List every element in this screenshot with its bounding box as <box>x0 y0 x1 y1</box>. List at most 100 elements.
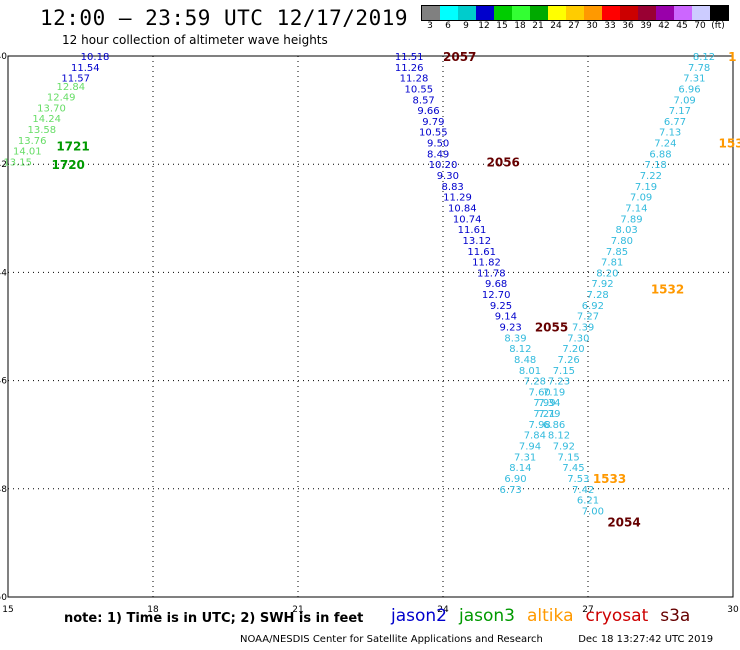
wave-height-reading: 8.12 <box>509 344 531 355</box>
wave-height-reading: 7.18 <box>645 160 667 171</box>
lon-tick-label: 24 <box>437 605 449 615</box>
wave-height-reading: 14.24 <box>32 114 61 125</box>
wave-height-reading: 6.88 <box>649 149 671 160</box>
wave-height-reading: 11.29 <box>443 193 472 204</box>
wave-height-reading: 7.85 <box>606 247 628 258</box>
footer-credit: NOAA/NESDIS Center for Satellite Applica… <box>240 634 543 645</box>
wave-height-reading: 12.84 <box>57 82 86 93</box>
scale-swatch <box>692 6 710 20</box>
wave-height-reading: 7.98 <box>529 420 551 431</box>
wave-height-reading: 8.20 <box>596 268 618 279</box>
wave-height-reading: 13.70 <box>37 103 66 114</box>
wave-height-reading: 7.13 <box>659 128 681 139</box>
wave-height-reading: 7.81 <box>601 258 623 269</box>
wave-height-reading: 7.80 <box>611 236 633 247</box>
wave-height-reading: 7.79 <box>538 409 560 420</box>
wave-height-reading: 7.89 <box>620 214 642 225</box>
wave-height-reading: 9.68 <box>485 279 507 290</box>
wave-height-reading: 7.84 <box>524 431 546 442</box>
wave-height-reading: 8.48 <box>514 355 536 366</box>
pass-number-label: 2054 <box>607 515 640 529</box>
scale-label: 24 <box>550 21 562 31</box>
wave-height-reading: 8.39 <box>504 333 526 344</box>
wave-height-reading: 7.28 <box>587 290 609 301</box>
lat-tick-label: -44 <box>0 268 7 278</box>
pass-number-label: 1533 <box>593 472 626 486</box>
wave-height-reading: 10.20 <box>429 160 458 171</box>
scale-swatch <box>530 6 548 20</box>
wave-height-reading: 11.61 <box>467 247 496 258</box>
lat-tick-label: -46 <box>0 377 7 387</box>
wave-height-reading: 7.24 <box>654 139 676 150</box>
scale-swatch <box>422 6 440 20</box>
wave-height-reading: 10.55 <box>405 84 434 95</box>
scale-swatch <box>656 6 674 20</box>
wave-height-reading: 12.49 <box>47 93 76 104</box>
pass-number-label: 1721 <box>56 139 89 153</box>
wave-height-reading: 11.26 <box>395 63 424 74</box>
wave-height-reading: 8.14 <box>509 463 531 474</box>
wave-height-reading: 9.30 <box>437 171 459 182</box>
wave-height-reading: 7.20 <box>562 344 584 355</box>
scale-swatch <box>638 6 656 20</box>
wave-height-reading: 7.28 <box>524 377 546 388</box>
pass-number-label: 2055 <box>535 321 568 335</box>
lon-tick-label: 30 <box>727 605 739 615</box>
lat-tick-label: -42 <box>0 160 7 170</box>
wave-height-reading: 7.92 <box>591 279 613 290</box>
satellite-legend: jason2 jason3 altika cryosat s3a <box>391 606 702 626</box>
note-text: note: 1) Time is in UTC; 2) SWH is in fe… <box>64 611 364 626</box>
lon-tick-label: 15 <box>2 605 13 615</box>
legend-cryosat: cryosat <box>585 606 649 626</box>
scale-swatch <box>548 6 566 20</box>
wave-height-reading: 7.23 <box>548 377 570 388</box>
footer: NOAA/NESDIS Center for Satellite Applica… <box>240 634 713 645</box>
wave-height-reading: 7.15 <box>553 366 575 377</box>
scale-swatch <box>710 6 728 20</box>
wave-height-reading: 8.57 <box>413 95 435 106</box>
wave-height-reading: 11.28 <box>400 74 429 85</box>
page-subtitle: 12 hour collection of altimeter wave hei… <box>62 33 328 47</box>
wave-height-reading: 13.15 <box>3 157 32 168</box>
wave-height-reading: 7.34 <box>538 398 560 409</box>
wave-height-reading: 7.39 <box>572 323 594 334</box>
wave-height-reading: 6.90 <box>504 474 526 485</box>
wave-height-reading: 7.00 <box>582 506 604 517</box>
wave-height-reading: 7.53 <box>567 474 589 485</box>
page-title: 12:00 — 23:59 UTC 12/17/2019 <box>40 6 409 30</box>
wave-height-reading: 11.51 <box>395 52 424 63</box>
lat-tick-label: -40 <box>0 52 7 62</box>
scale-swatch <box>494 6 512 20</box>
lon-tick-label: 21 <box>292 605 303 615</box>
wave-height-reading: 6.92 <box>582 301 604 312</box>
wave-height-reading: 12.70 <box>482 290 511 301</box>
pass-number-label: 2056 <box>487 155 520 169</box>
wave-height-reading: 7.19 <box>543 387 565 398</box>
wave-height-reading: 10.74 <box>453 214 482 225</box>
wave-height-reading: 9.25 <box>490 301 512 312</box>
wave-height-reading: 7.78 <box>688 63 710 74</box>
wave-height-reading: 11.78 <box>477 268 506 279</box>
wave-height-reading: 7.22 <box>640 171 662 182</box>
wave-height-reading: 10.55 <box>419 128 448 139</box>
scale-label: 21 <box>532 21 544 31</box>
scale-swatch <box>458 6 476 20</box>
wave-height-reading: 7.27 <box>577 312 599 323</box>
legend-s3a: s3a <box>660 606 691 626</box>
scale-label: 3 <box>427 21 433 31</box>
pass-number-label: 1532 <box>651 283 684 297</box>
pass-number-label: 2057 <box>443 50 476 64</box>
wave-height-reading: 9.50 <box>427 139 449 150</box>
scale-swatch <box>512 6 530 20</box>
wave-height-reading: 6.21 <box>577 496 599 507</box>
scale-label: 70 <box>694 21 706 31</box>
scale-swatch <box>440 6 458 20</box>
wave-height-reading: 7.99 <box>533 398 555 409</box>
wave-height-reading: 10.84 <box>448 203 477 214</box>
scale-swatch <box>620 6 638 20</box>
wave-height-reading: 8.49 <box>427 149 449 160</box>
wave-height-reading: 8.83 <box>442 182 464 193</box>
scale-label: 33 <box>604 21 616 31</box>
legend-jason2: jason2 <box>391 606 447 626</box>
